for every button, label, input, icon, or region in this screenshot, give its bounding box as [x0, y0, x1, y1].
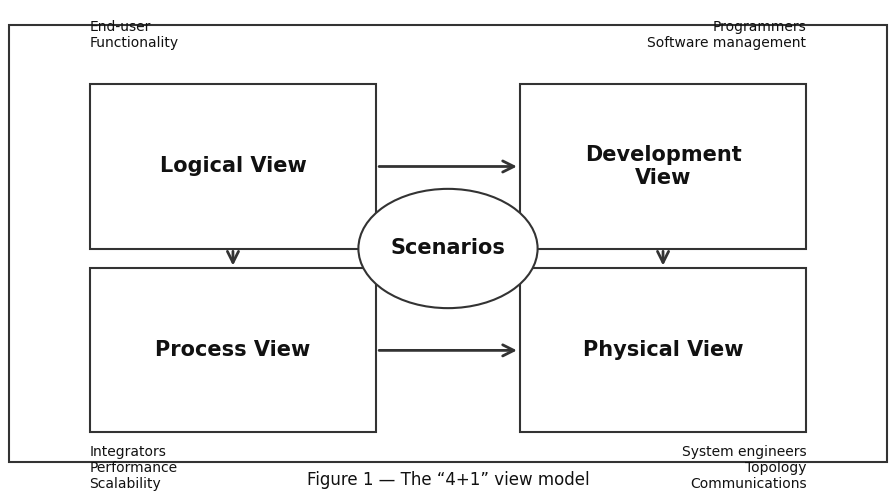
Bar: [9, 25, 887, 462]
Text: Logical View: Logical View: [159, 157, 306, 176]
Bar: [520, 84, 806, 248]
Bar: [90, 84, 376, 248]
Text: System engineers
Topology
Communications: System engineers Topology Communications: [682, 445, 806, 491]
Text: Development
View: Development View: [585, 145, 741, 188]
Bar: [90, 268, 376, 432]
Ellipse shape: [358, 189, 538, 308]
Text: Programmers
Software management: Programmers Software management: [648, 20, 806, 50]
Text: Figure 1 — The “4+1” view model: Figure 1 — The “4+1” view model: [306, 471, 590, 489]
Text: Physical View: Physical View: [582, 340, 744, 360]
Bar: [520, 268, 806, 432]
Text: End-user
Functionality: End-user Functionality: [90, 20, 178, 50]
Text: Integrators
Performance
Scalability: Integrators Performance Scalability: [90, 445, 177, 491]
Text: Scenarios: Scenarios: [391, 239, 505, 258]
Text: Process View: Process View: [155, 340, 311, 360]
